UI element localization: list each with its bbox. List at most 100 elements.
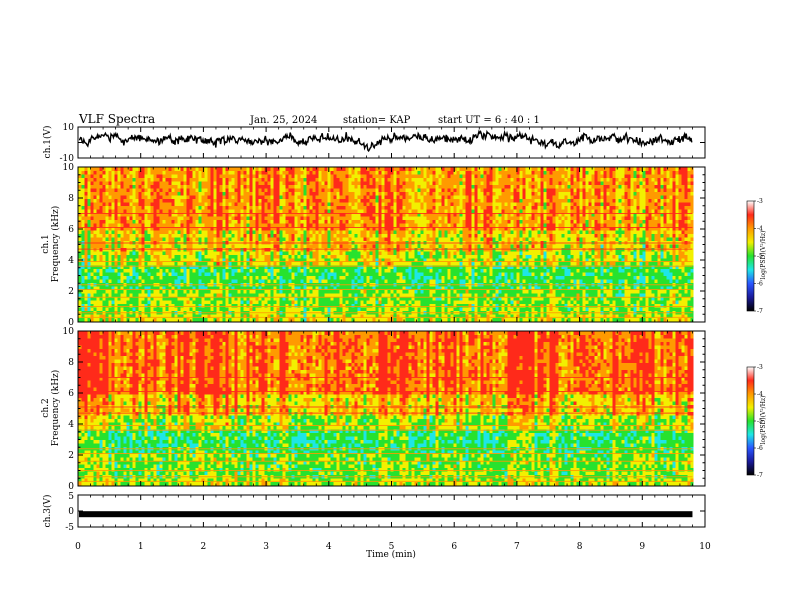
spectrogram-cell [219, 276, 223, 280]
spectrogram-cell [198, 265, 202, 269]
spectrogram-cell [342, 248, 346, 252]
spectrogram-cell [243, 286, 247, 290]
spectrogram-cell [144, 258, 148, 262]
spectrogram-cell [153, 286, 157, 290]
spectrogram-cell [408, 318, 412, 322]
spectrogram-cell [390, 237, 394, 241]
spectrogram-cell [312, 181, 316, 185]
spectrogram-cell [225, 276, 229, 280]
spectrogram-cell [165, 188, 169, 192]
spectrogram-cell [96, 185, 100, 189]
spectrogram-cell [402, 213, 406, 217]
spectrogram-cell [327, 234, 331, 238]
spectrogram-cell [255, 244, 259, 248]
spectrogram-cell [243, 216, 247, 220]
spectrogram-cell [366, 248, 370, 252]
spectrogram-cell [228, 248, 232, 252]
spectrogram-cell [327, 251, 331, 255]
spectrogram-cell [159, 290, 163, 294]
spectrogram-cell [393, 318, 397, 322]
spectrogram-cell [363, 171, 367, 175]
spectrogram-cell [279, 262, 283, 266]
spectrogram-cell [375, 293, 379, 297]
spectrogram-cell [84, 269, 88, 273]
spectrogram-cell [402, 237, 406, 241]
spectrogram-cell [228, 188, 232, 192]
spectrogram-cell [207, 171, 211, 175]
spectrogram-cell [306, 202, 310, 206]
spectrogram-cell [294, 195, 298, 199]
spectrogram-cell [231, 272, 235, 276]
spectrogram-cell [342, 251, 346, 255]
spectrogram-cell [216, 206, 220, 210]
spectrogram-cell [363, 202, 367, 206]
spectrogram-cell [384, 216, 388, 220]
spectrogram-cell [366, 269, 370, 273]
spectrogram-cell [312, 209, 316, 213]
spectrogram-cell [228, 192, 232, 196]
spectrogram-cell [81, 248, 85, 252]
spectrogram-cell [111, 181, 115, 185]
spectrogram-cell [408, 234, 412, 238]
spectrogram-cell [186, 195, 190, 199]
spectrogram-cell [348, 272, 352, 276]
spectrogram-cell [267, 213, 271, 217]
spectrogram-cell [342, 286, 346, 290]
spectrogram-cell [279, 181, 283, 185]
spectrogram-cell [354, 258, 358, 262]
spectrogram-cell [267, 237, 271, 241]
spectrogram-cell [165, 265, 169, 269]
spectrogram-cell [285, 195, 289, 199]
spectrogram-cell [93, 251, 97, 255]
spectrogram-cell [297, 181, 301, 185]
spectrogram-cell [324, 293, 328, 297]
spectrogram-cell [315, 276, 319, 280]
spectrogram-cell [378, 293, 382, 297]
spectrogram-cell [246, 269, 250, 273]
spectrogram-cell [408, 171, 412, 175]
spectrogram-cell [135, 195, 139, 199]
spectrogram-cell [360, 300, 364, 304]
spectrogram-cell [381, 279, 385, 283]
spectrogram-cell [390, 286, 394, 290]
spectrogram-cell [414, 314, 418, 318]
spectrogram-cell [375, 202, 379, 206]
spectrogram-cell [204, 304, 208, 308]
spectrogram-cell [384, 188, 388, 192]
spectrogram-cell [84, 206, 88, 210]
spectrogram-cell [384, 206, 388, 210]
spectrogram-cell [210, 276, 214, 280]
spectrogram-cell [186, 192, 190, 196]
spectrogram-cell [345, 255, 349, 259]
spectrogram-cell [273, 234, 277, 238]
spectrogram-cell [300, 297, 304, 301]
spectrogram-cell [192, 269, 196, 273]
spectrogram-cell [408, 199, 412, 203]
spectrogram-cell [246, 178, 250, 182]
spectrogram-cell [399, 174, 403, 178]
spectrogram-cell [114, 230, 118, 234]
spectrogram-cell [177, 171, 181, 175]
spectrogram-cell [228, 206, 232, 210]
spectrogram-cell [156, 195, 160, 199]
spectrogram-cell [240, 195, 244, 199]
spectrogram-cell [165, 258, 169, 262]
spectrogram-cell [201, 293, 205, 297]
spectrogram-cell [291, 286, 295, 290]
spectrogram-cell [297, 174, 301, 178]
spectrogram-cell [285, 171, 289, 175]
spectrogram-cell [345, 304, 349, 308]
spectrogram-cell [165, 272, 169, 276]
spectrogram-cell [333, 272, 337, 276]
spectrogram-cell [96, 255, 100, 259]
spectrogram-cell [306, 237, 310, 241]
spectrogram-cell [321, 244, 325, 248]
spectrogram-cell [225, 199, 229, 203]
spectrogram-cell [276, 181, 280, 185]
spectrogram-cell [375, 178, 379, 182]
spectrogram-cell [279, 202, 283, 206]
spectrogram-cell [165, 269, 169, 273]
spectrogram-cell [243, 171, 247, 175]
spectrogram-cell [210, 202, 214, 206]
spectrogram-cell [240, 248, 244, 252]
